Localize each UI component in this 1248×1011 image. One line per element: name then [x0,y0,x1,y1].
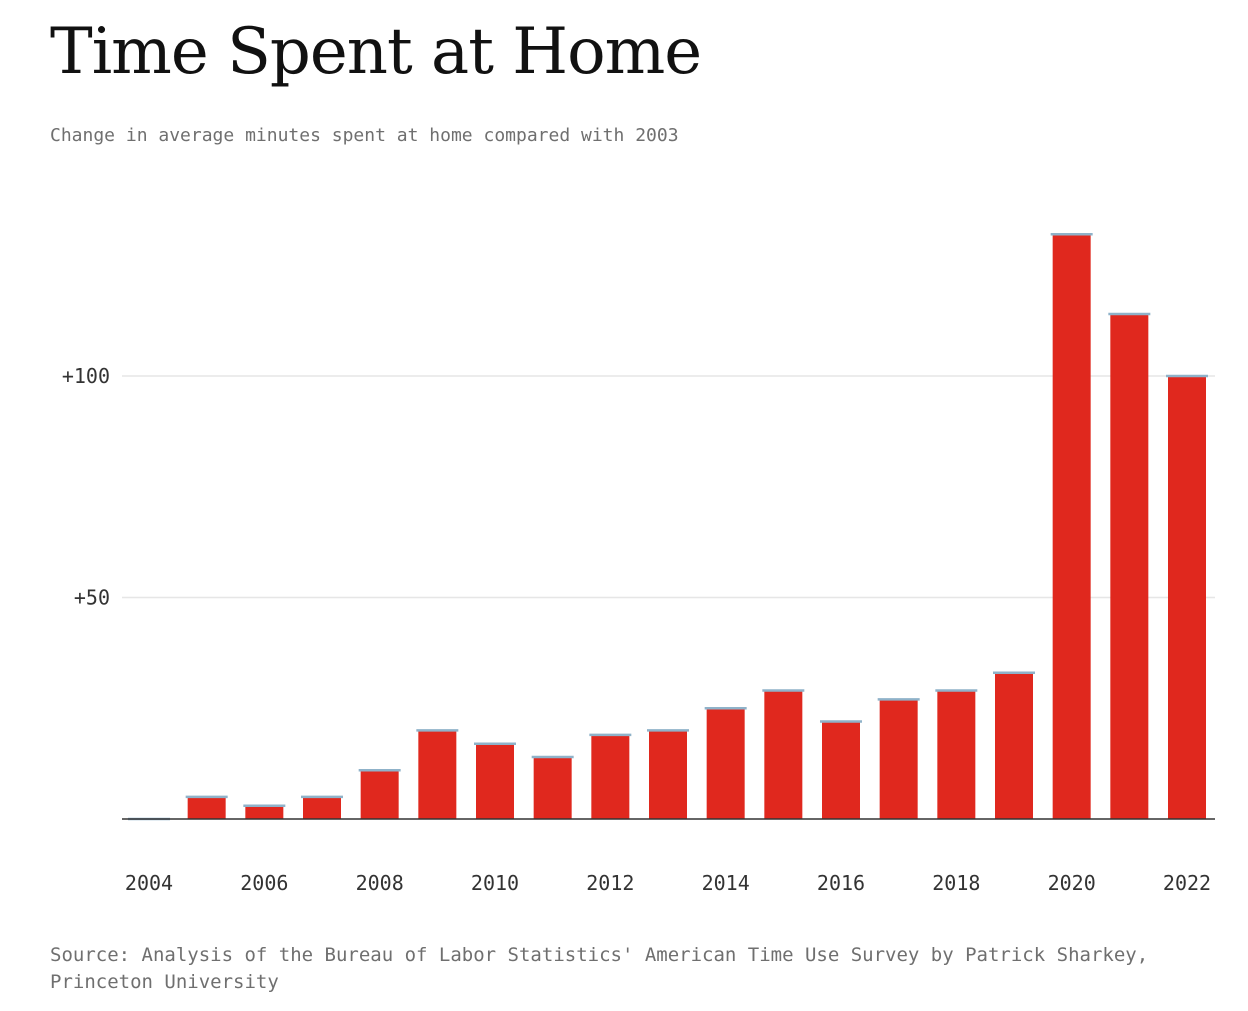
x-tick-label: 2004 [125,871,173,895]
bar [764,690,803,819]
bar [706,708,745,819]
bar [418,730,457,819]
bar [245,805,284,819]
source-note: Source: Analysis of the Bureau of Labor … [50,944,1149,993]
bar [1168,376,1206,819]
y-tick-label: +50 [74,586,110,610]
y-tick-label: +100 [62,364,110,388]
chart-title: Time Spent at Home [50,15,702,89]
x-tick-label: 2018 [932,871,980,895]
bar [822,721,860,819]
bar [937,690,976,819]
x-tick-label: 2008 [356,871,404,895]
bar [303,796,341,819]
bar [476,743,514,819]
bar [187,796,226,819]
bar [591,734,630,819]
bar [995,672,1033,819]
x-tick-label: 2022 [1163,871,1211,895]
bar [879,699,918,819]
x-tick-label: 2010 [471,871,519,895]
chart-subtitle: Change in average minutes spent at home … [50,125,679,146]
bar [360,770,399,819]
x-tick-label: 2020 [1048,871,1096,895]
x-tick-label: 2014 [702,871,750,895]
bar [533,756,572,819]
bar [1110,313,1149,819]
x-tick-label: 2016 [817,871,865,895]
bar [649,730,687,819]
x-tick-label: 2012 [586,871,634,895]
x-tick-label: 2006 [240,871,288,895]
bar [1052,234,1091,820]
